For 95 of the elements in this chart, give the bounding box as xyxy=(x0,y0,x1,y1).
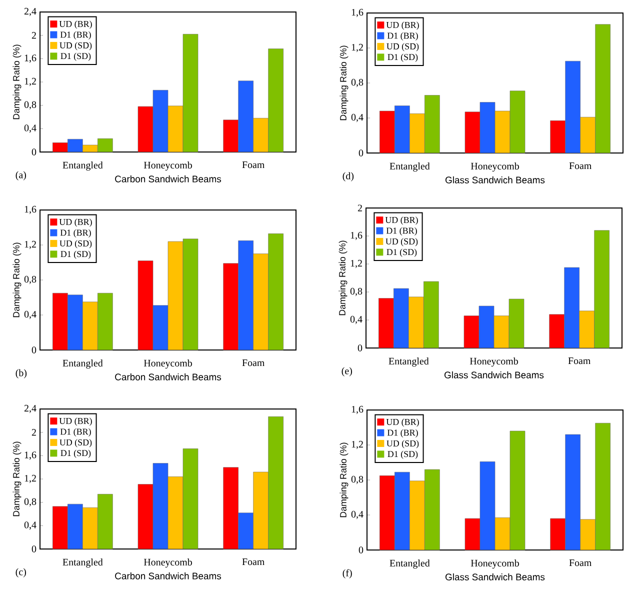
y-tick-label: 0 xyxy=(32,346,36,354)
y-tick-label: 0,4 xyxy=(351,510,364,520)
y-tick-label: 1,2 xyxy=(352,44,363,52)
x-tick-label: Foam xyxy=(242,558,265,566)
x-axis-title: Glass Sandwich Beams xyxy=(446,176,545,184)
legend-label: UD (SD) xyxy=(60,439,92,448)
legend-label: D1 (SD) xyxy=(60,450,91,458)
y-tick-label: 1,6 xyxy=(24,206,36,214)
x-axis-title: Glass Sandwich Beams xyxy=(446,573,545,580)
y-tick-label: 1,6 xyxy=(352,8,364,18)
x-tick-label: Honeycomb xyxy=(144,162,192,171)
y-tick-label: 0 xyxy=(358,150,364,156)
y-tick-label: 0,8 xyxy=(24,101,36,110)
y-tick-label: 1,6 xyxy=(24,452,36,460)
legend-label: UD (BR) xyxy=(386,22,419,30)
legend-label: D1 (BR) xyxy=(387,429,418,438)
y-tick-label: 0,4 xyxy=(351,114,364,122)
legend-label: D1 (BR) xyxy=(386,227,417,236)
y-tick-label: 0,8 xyxy=(350,288,362,296)
x-tick-label: Foam xyxy=(568,358,591,364)
y-tick-label: 2,4 xyxy=(24,8,36,16)
x-axis-title: Glass Sandwich Beams xyxy=(444,371,544,378)
y-axis-title: Damping Ratio (%) xyxy=(338,240,348,316)
y-tick-label: 0,8 xyxy=(24,498,36,506)
legend-label: UD (BR) xyxy=(385,216,418,225)
text: (b) xyxy=(16,369,27,378)
y-tick-label: 2 xyxy=(358,204,362,212)
legend-label: UD (SD) xyxy=(386,440,419,448)
x-tick-label: Entangled xyxy=(62,162,103,171)
legend-label: D1 (BR) xyxy=(60,31,91,40)
y-tick-label: 1,2 xyxy=(24,474,36,484)
x-axis-title: Carbon Sandwich Beams xyxy=(115,373,222,380)
legend-label: UD (BR) xyxy=(386,418,419,427)
y-tick-label: 0,8 xyxy=(24,276,36,284)
x-tick-label: Entangled xyxy=(390,162,430,172)
x-axis-title: Carbon Sandwich Beams xyxy=(115,572,222,580)
y-tick-label: 2,4 xyxy=(24,404,36,414)
legend-label: D1 (SD) xyxy=(60,52,91,61)
legend-label: UD (SD) xyxy=(386,43,419,52)
x-tick-label: Honeycomb xyxy=(470,560,519,569)
legend-label: D1 (SD) xyxy=(388,450,418,459)
y-tick-label: 0 xyxy=(358,546,364,554)
text: (f) xyxy=(342,569,352,578)
x-tick-label: Honeycomb xyxy=(470,162,519,172)
y-tick-label: 1,2 xyxy=(24,78,36,86)
x-axis-title: Carbon Sandwich Beams xyxy=(115,175,222,182)
legend-label: D1 (BR) xyxy=(387,32,418,41)
y-tick-label: 1,2 xyxy=(350,260,362,268)
x-tick-label: Entangled xyxy=(390,560,430,569)
y-tick-label: 0 xyxy=(32,546,36,552)
x-tick-label: Entangled xyxy=(388,358,429,367)
text: (c) xyxy=(16,568,26,578)
y-axis-title: Damping Ratio (%) xyxy=(12,44,22,120)
y-tick-label: 0 xyxy=(358,344,362,352)
y-axis-title: Damping Ratio (%) xyxy=(340,442,348,518)
legend-label: UD (SD) xyxy=(60,240,92,248)
y-tick-label: 2 xyxy=(32,32,36,39)
x-tick-label: Foam xyxy=(569,162,592,170)
y-tick-label: 1,6 xyxy=(350,232,362,240)
y-tick-label: 0,4 xyxy=(24,124,36,133)
x-tick-label: Entangled xyxy=(62,360,103,369)
y-tick-label: 0,8 xyxy=(351,78,364,88)
legend-label: UD (SD) xyxy=(386,238,418,246)
y-tick-label: 0,8 xyxy=(351,476,364,484)
legend-label: UD (BR) xyxy=(59,218,92,227)
x-tick-label: Honeycomb xyxy=(144,558,192,568)
y-tick-label: 0,4 xyxy=(350,316,362,324)
y-tick-label: 1,6 xyxy=(352,406,364,414)
y-tick-label: 2 xyxy=(32,429,36,436)
y-axis-title: Damping Ratio (%) xyxy=(12,242,22,318)
legend-label: UD (BR) xyxy=(59,20,92,29)
legend-label: D1 (SD) xyxy=(388,54,418,62)
x-tick-label: Honeycomb xyxy=(470,358,518,367)
legend-label: UD (SD) xyxy=(60,42,92,50)
legend-label: UD (BR) xyxy=(59,418,92,426)
text: (a) xyxy=(16,171,26,180)
y-tick-label: 1,6 xyxy=(24,54,36,63)
y-tick-label: 0 xyxy=(32,148,36,156)
legend-label: D1 (SD) xyxy=(60,250,91,259)
y-tick-label: 1,2 xyxy=(24,240,36,250)
y-tick-label: 1,2 xyxy=(352,440,363,450)
x-tick-label: Honeycomb xyxy=(144,360,192,369)
x-tick-label: Foam xyxy=(569,560,592,566)
y-axis-title: Damping Ratio (%) xyxy=(12,442,22,516)
legend-label: D1 (SD) xyxy=(386,248,417,257)
x-tick-label: Foam xyxy=(242,162,265,168)
legend-label: D1 (BR) xyxy=(60,229,91,238)
legend-label: D1 (BR) xyxy=(60,428,91,437)
y-tick-label: 0,4 xyxy=(24,310,36,320)
x-tick-label: Foam xyxy=(242,360,265,366)
text: (e) xyxy=(342,367,352,376)
text: (d) xyxy=(342,172,354,182)
x-tick-label: Entangled xyxy=(62,558,103,568)
y-tick-label: 0,4 xyxy=(24,522,36,530)
y-axis-title: Damping Ratio (%) xyxy=(340,46,348,120)
